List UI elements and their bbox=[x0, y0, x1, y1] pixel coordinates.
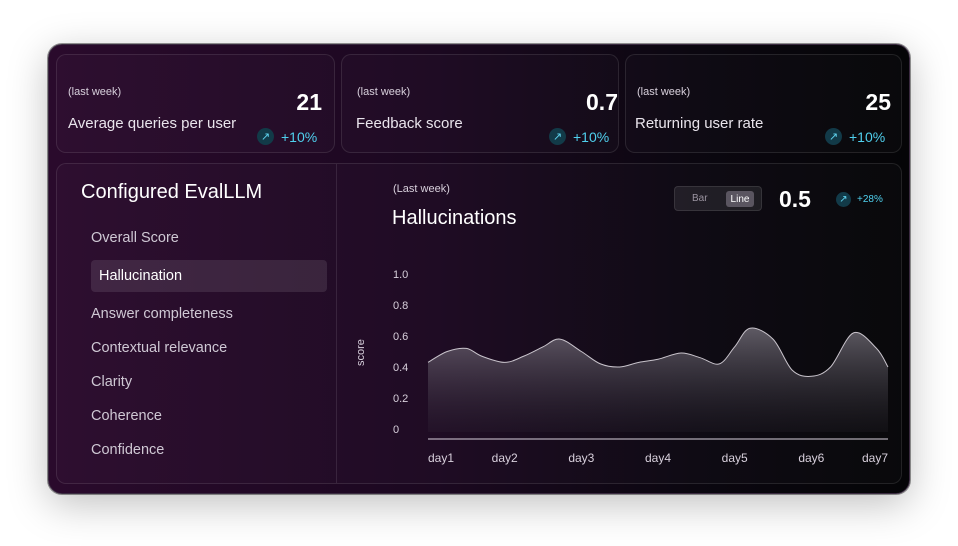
stat-period: (last week) bbox=[357, 86, 411, 98]
stat-label: Feedback score bbox=[356, 115, 463, 132]
x-tick-label: day5 bbox=[722, 451, 748, 465]
arrow-up-right-icon: ↗ bbox=[549, 128, 566, 145]
stat-value: 25 bbox=[865, 89, 891, 115]
x-tick-label: day4 bbox=[645, 451, 671, 465]
arrow-up-right-icon: ↗ bbox=[257, 128, 274, 145]
x-tick-label: day1 bbox=[428, 451, 454, 465]
chart-period: (Last week) bbox=[393, 183, 450, 195]
y-tick-label: 1.0 bbox=[393, 269, 408, 281]
stat-delta: ↗ +10% bbox=[549, 128, 609, 145]
dashboard-frame: (last week) Average queries per user 21 … bbox=[48, 44, 910, 494]
chart-current-value: 0.5 bbox=[779, 186, 811, 212]
sidebar-item-hallucination[interactable]: Hallucination bbox=[91, 260, 327, 292]
sidebar-item-contextual-relevance[interactable]: Contextual relevance bbox=[91, 340, 228, 356]
stat-label: Returning user rate bbox=[635, 115, 764, 132]
stat-card-feedback: (last week) Feedback score 0.7 ↗ +10% bbox=[341, 54, 619, 153]
eval-sidebar: Configured EvalLLM Overall Score Halluci… bbox=[57, 164, 337, 483]
chart-panel: (Last week) Hallucinations Bar Line 0.5 … bbox=[337, 164, 901, 483]
y-tick-label: 0.6 bbox=[393, 331, 408, 343]
y-tick-label: 0 bbox=[393, 424, 399, 436]
arrow-up-right-icon: ↗ bbox=[836, 192, 851, 207]
x-tick-label: day3 bbox=[568, 451, 594, 465]
hallucination-area-chart: 1.0 0.8 0.6 0.4 0.2 0 day1 day2 day3 day4 day5 day… bbox=[355, 269, 889, 465]
sidebar-item-overall-score[interactable]: Overall Score bbox=[91, 230, 179, 246]
series-area bbox=[428, 328, 888, 432]
toggle-bar-option[interactable]: Bar bbox=[692, 193, 708, 204]
sidebar-item-confidence[interactable]: Confidence bbox=[91, 442, 165, 458]
x-tick-label: day7 bbox=[862, 451, 888, 465]
arrow-up-right-icon: ↗ bbox=[825, 128, 842, 145]
stat-label: Average queries per user bbox=[68, 115, 237, 132]
chart-title: Hallucinations bbox=[392, 207, 517, 229]
x-tick-label: day6 bbox=[798, 451, 824, 465]
stat-delta: ↗ +10% bbox=[257, 128, 317, 145]
chart-delta: ↗ +28% bbox=[836, 192, 883, 207]
series-line bbox=[427, 327, 889, 377]
sidebar-item-clarity[interactable]: Clarity bbox=[91, 374, 133, 390]
stat-delta-text: +10% bbox=[573, 128, 610, 145]
stat-delta-text: +10% bbox=[281, 128, 318, 145]
y-tick-label: 0.2 bbox=[393, 393, 408, 405]
toggle-line-option[interactable]: Line bbox=[726, 191, 754, 207]
stat-period: (last week) bbox=[68, 86, 122, 98]
x-tick-label: day2 bbox=[492, 451, 518, 465]
metrics-panel: Configured EvalLLM Overall Score Halluci… bbox=[56, 163, 902, 484]
stat-value: 21 bbox=[296, 89, 322, 115]
stat-card-returning: (last week) Returning user rate 25 ↗ +10… bbox=[625, 54, 902, 153]
sidebar-title: Configured EvalLLM bbox=[81, 181, 263, 203]
stat-period: (last week) bbox=[637, 86, 691, 98]
stat-card-queries: (last week) Average queries per user 21 … bbox=[56, 54, 335, 153]
stat-delta: ↗ +10% bbox=[825, 128, 885, 145]
chart-delta-text: +28% bbox=[857, 194, 883, 205]
y-tick-label: 0.4 bbox=[393, 362, 408, 374]
sidebar-item-answer-completeness[interactable]: Answer completeness bbox=[91, 306, 233, 322]
stat-value: 0.7 bbox=[586, 89, 618, 115]
sidebar-item-coherence[interactable]: Coherence bbox=[91, 408, 162, 424]
y-axis-label: score bbox=[355, 339, 367, 366]
y-tick-label: 0.8 bbox=[393, 300, 408, 312]
stat-delta-text: +10% bbox=[849, 128, 886, 145]
chart-type-toggle: Bar Line bbox=[674, 186, 762, 211]
